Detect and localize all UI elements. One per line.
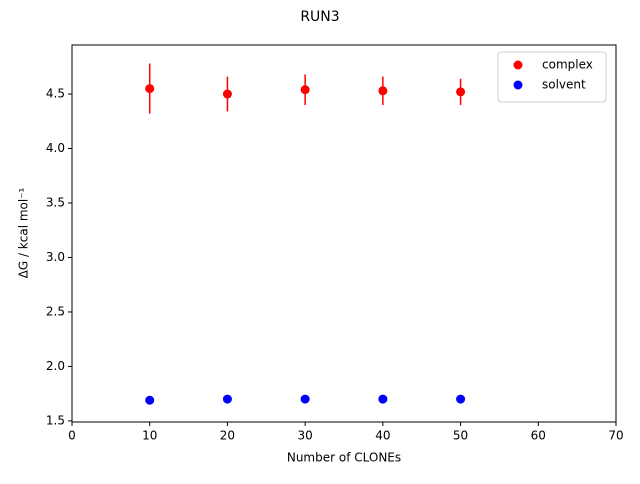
y-tick-label: 4.0 bbox=[46, 141, 65, 155]
point bbox=[378, 86, 388, 96]
legend-marker bbox=[513, 80, 523, 90]
point bbox=[300, 394, 310, 404]
point bbox=[456, 87, 466, 97]
x-tick-label: 0 bbox=[68, 429, 76, 443]
x-tick-label: 20 bbox=[220, 429, 235, 443]
point bbox=[222, 394, 232, 404]
legend-box bbox=[497, 51, 607, 103]
x-axis-label: Number of CLONEs bbox=[287, 451, 401, 465]
legend-marker bbox=[513, 60, 523, 70]
x-tick-label: 30 bbox=[298, 429, 313, 443]
y-tick-label: 3.5 bbox=[46, 195, 65, 209]
legend-label: solvent bbox=[542, 78, 586, 92]
plot-frame bbox=[71, 44, 617, 423]
y-axis-label: ΔG / kcal mol⁻¹ bbox=[17, 187, 31, 278]
point bbox=[222, 89, 232, 99]
x-tick-label: 10 bbox=[142, 429, 157, 443]
point bbox=[378, 394, 388, 404]
x-tick-label: 40 bbox=[375, 429, 390, 443]
point bbox=[300, 85, 310, 95]
y-tick-label: 2.5 bbox=[46, 304, 65, 318]
point bbox=[145, 395, 155, 405]
x-tick-label: 60 bbox=[531, 429, 546, 443]
chart-title: RUN3 bbox=[300, 9, 339, 25]
y-tick-label: 4.5 bbox=[46, 87, 65, 101]
y-tick-label: 1.5 bbox=[46, 413, 65, 427]
point bbox=[145, 84, 155, 94]
legend-label: complex bbox=[542, 58, 593, 72]
x-tick-label: 50 bbox=[453, 429, 468, 443]
y-tick-label: 3.0 bbox=[46, 250, 65, 264]
point bbox=[456, 394, 466, 404]
x-tick-label: 70 bbox=[608, 429, 623, 443]
y-tick-label: 2.0 bbox=[46, 359, 65, 373]
